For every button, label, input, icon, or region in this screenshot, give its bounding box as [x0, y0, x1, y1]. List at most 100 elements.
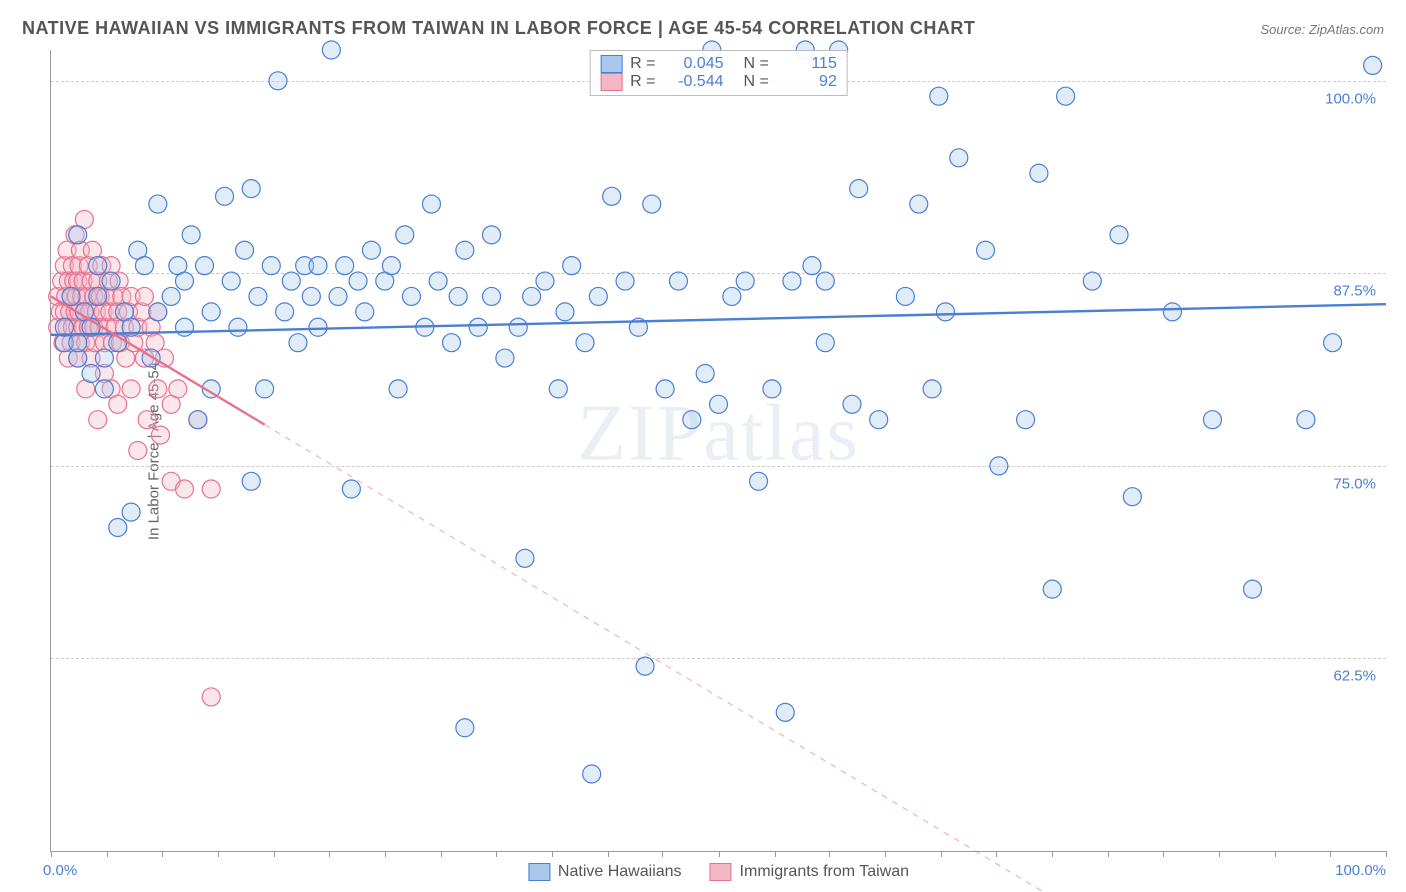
data-point	[202, 303, 220, 321]
correlation-legend: R = 0.045 N = 115 R = -0.544 N = 92	[589, 50, 848, 96]
data-point	[816, 334, 834, 352]
data-point	[509, 318, 527, 336]
data-point	[736, 272, 754, 290]
data-point	[516, 549, 534, 567]
data-point	[229, 318, 247, 336]
x-tick	[719, 851, 720, 857]
x-tick	[885, 851, 886, 857]
data-point	[276, 303, 294, 321]
data-point	[382, 257, 400, 275]
data-point	[69, 334, 87, 352]
data-point	[135, 257, 153, 275]
data-point	[242, 180, 260, 198]
data-point	[683, 411, 701, 429]
r-label: R =	[630, 55, 655, 73]
data-point	[990, 457, 1008, 475]
data-point	[950, 149, 968, 167]
data-point	[496, 349, 514, 367]
data-point	[1017, 411, 1035, 429]
data-point	[850, 180, 868, 198]
x-tick	[1163, 851, 1164, 857]
data-point	[923, 380, 941, 398]
data-point	[169, 380, 187, 398]
data-point	[262, 257, 280, 275]
data-point	[329, 287, 347, 305]
x-tick	[941, 851, 942, 857]
data-point	[563, 257, 581, 275]
data-point	[389, 380, 407, 398]
data-point	[1057, 87, 1075, 105]
data-point	[151, 426, 169, 444]
data-point	[723, 287, 741, 305]
data-point	[282, 272, 300, 290]
r-value-2: -0.544	[668, 73, 724, 91]
data-point	[302, 287, 320, 305]
data-point	[843, 395, 861, 413]
chart-title: NATIVE HAWAIIAN VS IMMIGRANTS FROM TAIWA…	[22, 18, 975, 39]
legend-swatch-pink	[600, 73, 622, 91]
data-point	[216, 187, 234, 205]
data-point	[1324, 334, 1342, 352]
data-point	[95, 380, 113, 398]
plot-area: In Labor Force | Age 45-54 62.5%75.0%87.…	[50, 50, 1386, 852]
x-tick	[107, 851, 108, 857]
x-tick	[218, 851, 219, 857]
data-point	[710, 395, 728, 413]
data-point	[149, 195, 167, 213]
data-point	[162, 287, 180, 305]
data-point	[402, 287, 420, 305]
data-point	[362, 241, 380, 259]
data-point	[149, 380, 167, 398]
data-point	[122, 380, 140, 398]
data-point	[62, 287, 80, 305]
n-value-1: 115	[781, 55, 837, 73]
data-point	[776, 703, 794, 721]
x-tick	[608, 851, 609, 857]
trend-line-dashed	[265, 425, 1386, 892]
data-point	[182, 226, 200, 244]
data-point	[422, 195, 440, 213]
r-value-1: 0.045	[668, 55, 724, 73]
data-point	[696, 364, 714, 382]
data-point	[249, 287, 267, 305]
data-point	[1110, 226, 1128, 244]
data-point	[429, 272, 447, 290]
data-point	[750, 472, 768, 490]
legend-label-1: Native Hawaiians	[558, 863, 682, 881]
n-value-2: 92	[781, 73, 837, 91]
x-tick	[274, 851, 275, 857]
data-point	[176, 480, 194, 498]
x-tick	[1219, 851, 1220, 857]
x-tick	[662, 851, 663, 857]
legend-swatch-blue	[528, 863, 550, 881]
x-tick	[51, 851, 52, 857]
data-point	[322, 41, 340, 59]
x-tick	[162, 851, 163, 857]
x-tick	[1108, 851, 1109, 857]
x-tick	[441, 851, 442, 857]
data-point	[269, 72, 287, 90]
x-tick	[1386, 851, 1387, 857]
data-point	[469, 318, 487, 336]
data-point	[196, 257, 214, 275]
data-point	[443, 334, 461, 352]
data-point	[803, 257, 821, 275]
data-point	[95, 349, 113, 367]
data-point	[129, 442, 147, 460]
data-point	[483, 226, 501, 244]
legend-swatch-pink	[710, 863, 732, 881]
data-point	[930, 87, 948, 105]
data-point	[396, 226, 414, 244]
source-attribution: Source: ZipAtlas.com	[1260, 22, 1384, 37]
x-tick	[996, 851, 997, 857]
data-point	[89, 287, 107, 305]
legend-label-2: Immigrants from Taiwan	[740, 863, 910, 881]
data-point	[636, 657, 654, 675]
data-point	[1364, 56, 1382, 74]
data-point	[89, 411, 107, 429]
data-point	[122, 503, 140, 521]
legend-item-2: Immigrants from Taiwan	[710, 863, 910, 881]
data-point	[1083, 272, 1101, 290]
data-point	[616, 272, 634, 290]
data-point	[936, 303, 954, 321]
